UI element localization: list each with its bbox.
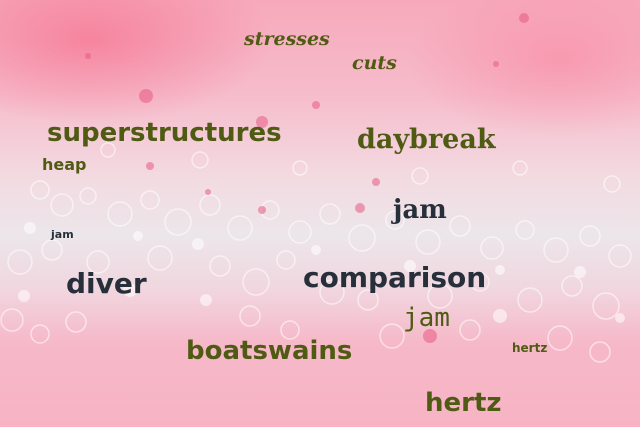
word-daybreak: daybreak	[357, 124, 496, 155]
word-comparison: comparison	[303, 261, 487, 294]
word-boatswains: boatswains	[186, 336, 353, 366]
word-superstructures: superstructures	[47, 118, 282, 148]
word-diver: diver	[66, 267, 147, 300]
word-stresses: stresses	[244, 28, 330, 50]
word-jam-mono: jam	[403, 303, 450, 333]
word-hertz-large: hertz	[425, 388, 502, 418]
word-cuts: cuts	[352, 52, 397, 74]
word-jam-large: jam	[393, 195, 447, 225]
word-hertz-small: hertz	[512, 341, 548, 355]
word-heap: heap	[42, 155, 87, 174]
word-jam-small: jam	[51, 228, 74, 241]
